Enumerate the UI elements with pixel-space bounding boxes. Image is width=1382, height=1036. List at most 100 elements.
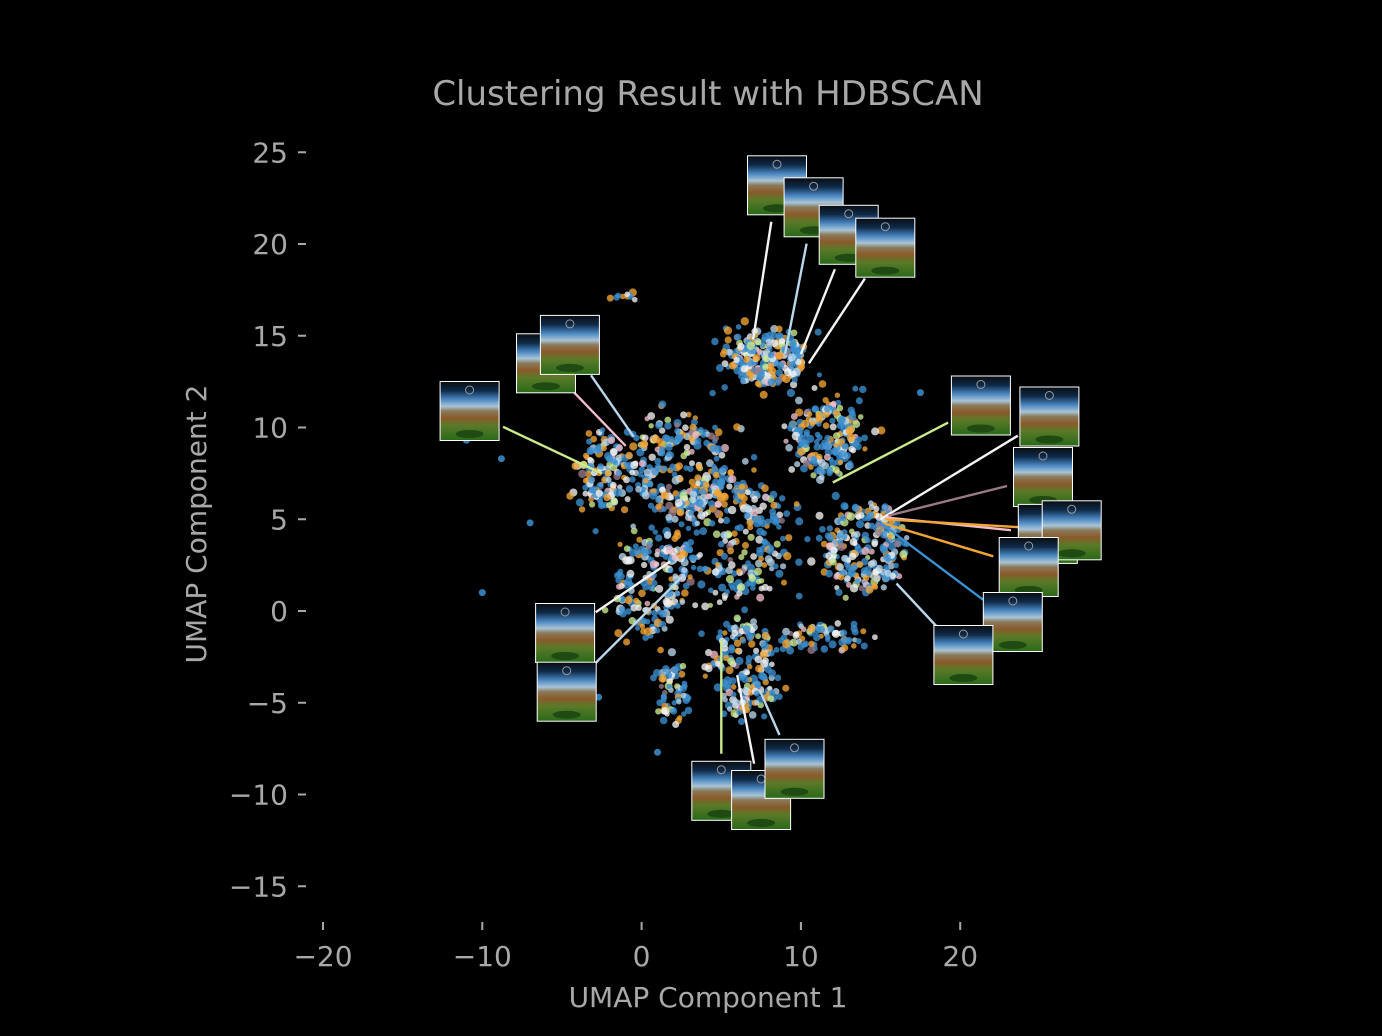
scatter-point: [712, 589, 719, 596]
scatter-point: [782, 627, 790, 636]
scatter-point: [804, 536, 811, 543]
scatter-point: [736, 590, 743, 597]
scatter-point: [769, 490, 778, 499]
scatter-point: [689, 490, 698, 499]
scatter-point: [750, 585, 756, 591]
scatter-point: [655, 584, 664, 593]
thumbnail-dial-icon: [958, 629, 968, 639]
scatter-point: [743, 504, 752, 513]
scatter-point: [666, 683, 672, 690]
scatter-point: [789, 339, 797, 347]
thumbnail-ground-icon: [780, 787, 809, 796]
scatter-point: [713, 455, 720, 462]
scatter-point: [857, 414, 864, 420]
scatter-point: [665, 443, 673, 451]
scatter-point: [785, 534, 793, 542]
outlier-point: [654, 748, 661, 756]
scatter-point: [859, 385, 867, 394]
scatter-point: [837, 415, 846, 424]
scatter-point: [633, 434, 640, 442]
scatter-point: [722, 630, 728, 636]
scatter-point: [698, 630, 705, 637]
scatter-point: [609, 448, 618, 456]
scatter-point: [832, 409, 840, 416]
scatter-point: [604, 452, 612, 460]
scatter-point: [727, 547, 735, 555]
scatter-point: [592, 528, 599, 535]
x-tick-label: 20: [942, 940, 978, 973]
scatter-point: [685, 525, 692, 532]
scatter-point: [726, 532, 733, 538]
scatter-point: [630, 523, 636, 530]
scatter-point: [719, 479, 725, 485]
scatter-point: [847, 568, 856, 577]
scatter-point: [790, 370, 797, 378]
scatter-point: [800, 626, 807, 633]
scatter-point: [758, 578, 765, 584]
scatter-point: [589, 501, 596, 508]
outlier-point: [916, 389, 924, 397]
scatter-point: [659, 486, 666, 493]
scatter-point: [823, 410, 830, 418]
scatter-point: [651, 579, 658, 587]
scatter-point: [842, 503, 849, 510]
scatter-point: [852, 504, 860, 512]
scatter-point: [818, 380, 827, 388]
scatter-point: [769, 661, 775, 668]
scatter-point: [643, 627, 653, 636]
scatter-point: [699, 488, 707, 496]
scatter-point: [582, 490, 589, 497]
scatter-point: [769, 508, 777, 516]
thumbnail-dial-icon: [1038, 451, 1048, 461]
scatter-point: [754, 490, 760, 497]
outlier-point: [595, 693, 603, 701]
scatter-point: [618, 605, 626, 613]
scatter-point: [821, 439, 828, 446]
thumbnail-ground-icon: [949, 674, 978, 682]
connector-line: [888, 484, 1008, 517]
scatter-point: [755, 339, 762, 346]
scatter-point: [665, 671, 673, 680]
thumbnail-dial-icon: [790, 743, 799, 753]
scatter-point: [814, 468, 821, 475]
scatter-point: [836, 404, 844, 412]
scatter-point: [776, 524, 782, 530]
scatter-point: [600, 445, 607, 452]
scatter-point: [861, 531, 870, 540]
scatter-point: [737, 583, 746, 592]
scatter-point: [688, 554, 695, 561]
scatter-point: [638, 466, 645, 473]
scatter-point: [816, 372, 823, 378]
scatter-point: [671, 535, 679, 542]
scatter-point: [671, 515, 679, 523]
scatter-point: [740, 638, 747, 644]
scatter-point: [679, 491, 688, 500]
scatter-point: [745, 655, 753, 662]
scatter-point: [754, 567, 762, 576]
scatter-point: [743, 512, 751, 520]
scatter-point: [730, 684, 737, 690]
scatter-point: [893, 562, 899, 569]
y-tick-label: 15: [252, 320, 288, 353]
scatter-point: [828, 640, 837, 649]
scatter-point: [795, 517, 804, 526]
scatter-point: [820, 645, 828, 653]
scatter-point: [830, 546, 838, 554]
scatter-point: [693, 529, 700, 536]
scatter-point: [736, 709, 743, 716]
scatter-point: [655, 421, 663, 430]
scatter-point: [746, 341, 755, 350]
connector-line: [807, 277, 866, 364]
scatter-point: [647, 502, 655, 509]
scatter-point: [816, 421, 822, 427]
scatter-point: [604, 465, 611, 472]
scatter-point: [797, 447, 806, 456]
scatter-point: [835, 588, 843, 597]
scatter-point: [632, 543, 639, 550]
scatter-point: [747, 524, 754, 531]
scatter-point: [713, 683, 722, 692]
scatter-point: [872, 634, 878, 641]
scatter-point: [659, 610, 667, 618]
scatter-point: [665, 615, 674, 624]
scatter-point: [887, 534, 893, 540]
